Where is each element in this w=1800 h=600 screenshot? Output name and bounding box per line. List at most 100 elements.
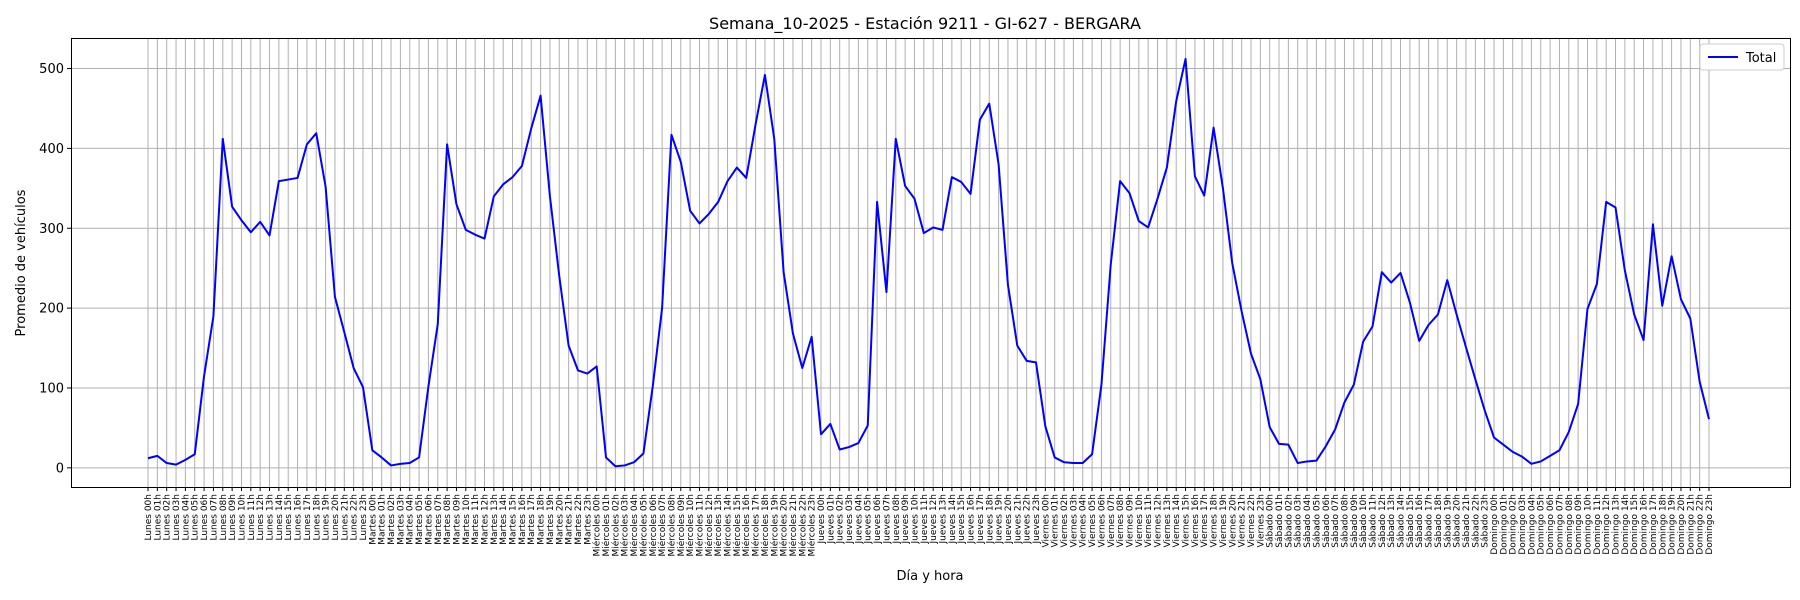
x-tick-label: Viernes 20h (1228, 494, 1238, 548)
x-tick-label: Domingo 16h (1640, 494, 1650, 555)
x-tick-label: Martes 16h (518, 494, 528, 545)
x-tick-label: Miércoles 17h (751, 494, 762, 557)
x-tick-label: Domingo 11h (1593, 494, 1603, 555)
x-tick-label: Sábado 16h (1415, 494, 1425, 548)
x-tick-label: Martes 01h (378, 494, 388, 545)
x-tick-label: Lunes 20h (331, 494, 341, 541)
x-tick-label: Sábado 05h (1312, 494, 1322, 548)
x-tick-label: Viernes 21h (1238, 494, 1248, 548)
x-tick-label: Sábado 07h (1331, 494, 1341, 548)
x-tick-label: Lunes 18h (312, 494, 322, 541)
legend: Total (1699, 43, 1785, 71)
x-axis-label: Día y hora (896, 569, 963, 584)
x-tick-label: Sábado 18h (1434, 494, 1444, 548)
x-tick-label: Lunes 08h (219, 494, 229, 541)
x-tick-label: Jueves 03h (845, 494, 855, 544)
x-tick-label: Jueves 09h (901, 494, 911, 544)
x-tick-label: Miércoles 06h (648, 494, 659, 557)
chart-grid (72, 39, 1790, 487)
x-tick-label: Domingo 05h (1537, 494, 1547, 555)
x-tick-label: Miércoles 12h (704, 494, 715, 557)
x-tick-label: Sábado 02h (1284, 494, 1294, 548)
x-tick-label: Domingo 13h (1612, 494, 1622, 555)
x-tick-label: Martes 06h (424, 494, 434, 545)
x-tick-label: Jueves 21h (1013, 494, 1023, 544)
x-tick-label: Domingo 20h (1677, 494, 1687, 555)
x-tick-label: Miércoles 20h (779, 494, 790, 557)
x-tick-label: Lunes 14h (275, 494, 285, 541)
x-tick-label: Lunes 15h (284, 494, 294, 541)
x-tick-label: Domingo 12h (1602, 494, 1612, 555)
x-tick-label: Domingo 14h (1621, 494, 1631, 555)
x-tick-label: Domingo 02h (1509, 494, 1519, 555)
x-tick-label: Viernes 08h (1116, 494, 1126, 548)
x-tick-label: Miércoles 11h (694, 494, 705, 557)
x-tick-label: Martes 17h (527, 494, 537, 545)
x-tick-label: Domingo 18h (1658, 494, 1668, 555)
x-tick-label: Martes 23h (583, 494, 593, 545)
x-tick-label: Viernes 17h (1200, 494, 1210, 548)
x-tick-label: Jueves 11h (920, 494, 930, 544)
x-tick-label: Viernes 13h (1163, 494, 1173, 548)
x-tick-label: Jueves 20h (1004, 494, 1014, 544)
x-tick-label: Jueves 12h (929, 494, 939, 544)
x-tick-label: Miércoles 21h (788, 494, 799, 557)
x-tick-label: Jueves 15h (957, 494, 967, 544)
x-tick-label: Jueves 01h (826, 494, 836, 544)
x-tick-label: Jueves 13h (939, 494, 949, 544)
x-tick-label: Jueves 07h (882, 494, 892, 544)
plot-frame (71, 38, 1791, 488)
x-tick-label: Viernes 22h (1247, 494, 1257, 548)
x-tick-label: Lunes 23h (359, 494, 369, 541)
y-tick-label: 200 (39, 302, 64, 317)
x-tick-label: Martes 07h (434, 494, 444, 545)
x-tick-label: Lunes 19h (322, 494, 332, 541)
x-tick-label: Jueves 23h (1032, 494, 1042, 544)
x-tick-label: Miércoles 05h (638, 494, 649, 557)
x-tick-label: Viernes 12h (1154, 494, 1164, 548)
x-tick-label: Sábado 06h (1322, 494, 1332, 548)
x-tick-label: Miércoles 00h (592, 494, 603, 557)
y-tick-label: 0 (56, 461, 64, 476)
x-tick-label: Sábado 12h (1378, 494, 1388, 548)
x-tick-label: Jueves 06h (873, 494, 883, 544)
x-tick-label: Martes 14h (499, 494, 509, 545)
x-tick-label: Jueves 22h (1023, 494, 1033, 544)
x-tick-label: Lunes 21h (340, 494, 350, 541)
x-tick-label: Lunes 13h (266, 494, 276, 541)
x-tick-label: Martes 13h (490, 494, 500, 545)
y-tick-label: 500 (39, 62, 64, 77)
x-tick-label: Viernes 07h (1107, 494, 1117, 548)
x-tick-label: Lunes 02h (163, 494, 173, 541)
x-tick-label: Miércoles 16h (741, 494, 752, 557)
x-tick-label: Sábado 21h (1462, 494, 1472, 548)
x-tick-label: Miércoles 07h (657, 494, 668, 557)
x-tick-label: Jueves 04h (854, 494, 864, 544)
x-tick-label: Miércoles 19h (769, 494, 780, 557)
x-tick-label: Martes 22h (574, 494, 584, 545)
x-tick-label: Lunes 22h (350, 494, 360, 541)
x-tick-label: Lunes 07h (209, 494, 219, 541)
x-tick-label: Martes 00h (368, 494, 378, 545)
x-tick-label: Miércoles 15h (732, 494, 743, 557)
x-tick-label: Viernes 19h (1219, 494, 1229, 548)
x-tick-label: Domingo 22h (1696, 494, 1706, 555)
chart-title: Semana_10-2025 - Estación 9211 - GI-627 … (709, 14, 1141, 34)
x-tick-label: Viernes 09h (1125, 494, 1135, 548)
x-tick-label: Lunes 00h (144, 494, 154, 541)
x-tick-label: Lunes 11h (247, 494, 257, 541)
y-tick-label: 100 (39, 381, 64, 396)
x-tick-label: Miércoles 09h (676, 494, 687, 557)
x-tick-label: Viernes 01h (1051, 494, 1061, 548)
y-tick-label: 300 (39, 222, 64, 237)
x-tick-label: Jueves 08h (892, 494, 902, 544)
x-tick-label: Sábado 20h (1453, 494, 1463, 548)
x-axis-ticks: Lunes 00h Lunes 01h Lunes 02h Lunes 03h Lune… (144, 487, 1715, 557)
x-tick-label: Sábado 09h (1350, 494, 1360, 548)
x-tick-label: Sábado 23h (1481, 494, 1491, 548)
x-tick-label: Sábado 19h (1443, 494, 1453, 548)
x-tick-label: Martes 08h (443, 494, 453, 545)
x-tick-label: Miércoles 18h (760, 494, 771, 557)
x-tick-label: Viernes 10h (1135, 494, 1145, 548)
